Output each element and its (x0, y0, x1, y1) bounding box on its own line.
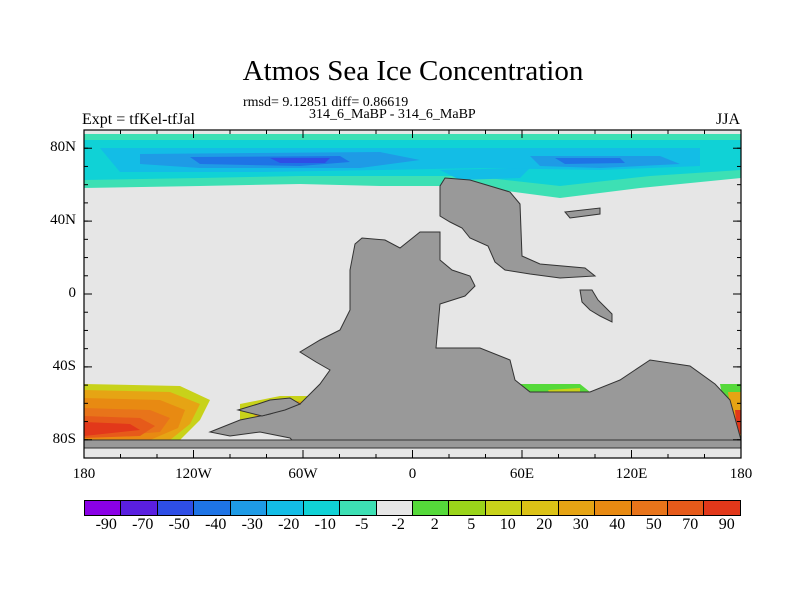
colorbar-label: 10 (499, 516, 516, 533)
colorbar-label: -70 (132, 516, 154, 533)
colorbar-box (340, 501, 377, 515)
colorbar-box (558, 501, 596, 515)
colorbar-label: 90 (718, 516, 735, 533)
experiment-subtitle: 314_6_MaBP - 314_6_MaBP (309, 107, 476, 122)
colorbar-label: -50 (168, 516, 190, 533)
y-tick-label: 80S (52, 430, 76, 447)
y-tick-label: 40N (50, 212, 76, 229)
y-tick-label: 80N (50, 139, 76, 156)
axis-ticks (83, 129, 742, 459)
colorbar-label: 70 (682, 516, 699, 533)
colorbar-label: 5 (467, 516, 476, 533)
colorbar-box (522, 501, 559, 515)
colorbar-box (412, 501, 450, 515)
landmass-americas-africa (208, 231, 741, 449)
colorbar-label: -30 (241, 516, 263, 533)
colorbar-box (595, 501, 632, 515)
colorbar-label: -5 (355, 516, 369, 533)
colorbar-label: -2 (391, 516, 405, 533)
stats-label: rmsd= 9.12851 diff= 0.86619 (243, 95, 409, 110)
colorbar-label: -20 (278, 516, 300, 533)
colorbar-box (376, 501, 413, 515)
colorbar (84, 500, 741, 516)
colorbar-box (704, 501, 741, 515)
colorbar-label: 2 (430, 516, 439, 533)
colorbar-box (194, 501, 231, 515)
x-tick-label: 0 (408, 466, 417, 482)
colorbar-label: 50 (645, 516, 662, 533)
landmass-island-a (564, 207, 601, 219)
colorbar-label: 20 (536, 516, 553, 533)
landmass-eurasia (439, 177, 597, 279)
colorbar-box (631, 501, 668, 515)
colorbar-box (157, 501, 195, 515)
x-tick-label: 180 (729, 466, 753, 482)
colorbar-box (267, 501, 304, 515)
colorbar-box (84, 501, 122, 515)
colorbar-label: -90 (95, 516, 117, 533)
x-tick-label: 120W (175, 466, 212, 482)
landmass-peninsula (236, 397, 302, 417)
colorbar-box (121, 501, 158, 515)
x-tick-label: 180 (72, 466, 96, 482)
colorbar-box (485, 501, 523, 515)
y-tick-label: 40S (52, 357, 76, 374)
x-tick-label: 60W (288, 466, 318, 482)
x-tick-label: 60E (509, 466, 535, 482)
colorbar-box (303, 501, 341, 515)
antarctica (84, 439, 741, 449)
y-tick-label: 0 (68, 285, 77, 301)
colorbar-box (230, 501, 268, 515)
experiment-label: Expt = tfKel-tfJal (82, 111, 195, 128)
colorbar-label: -40 (205, 516, 227, 533)
x-tick-label: 120E (615, 466, 648, 482)
colorbar-labels: -90 -70 -50 -40 -30 -20 -10 -5 -2 2 5 10 20 30 40 50 70 9… (0, 516, 800, 536)
colorbar-label: 30 (572, 516, 589, 533)
plot-title: Atmos Sea Ice Concentration (242, 55, 584, 87)
landmass-island-b (579, 289, 613, 323)
arctic-ice-contours (84, 134, 741, 198)
colorbar-box (668, 501, 705, 515)
colorbar-label: -10 (314, 516, 336, 533)
colorbar-box (449, 501, 486, 515)
land-masses (208, 177, 741, 449)
season-label: JJA (715, 111, 740, 128)
colorbar-label: 40 (609, 516, 626, 533)
